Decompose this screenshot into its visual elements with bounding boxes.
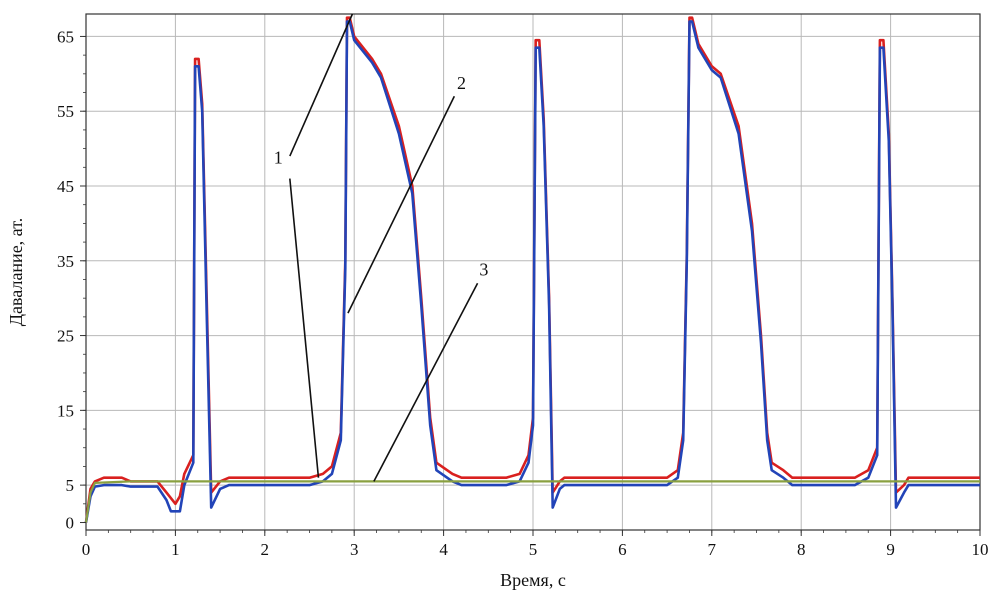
y-tick-label: 0 (66, 514, 75, 533)
y-tick-label: 65 (57, 27, 74, 46)
annotation-leader-line (289, 178, 320, 478)
annotation-leader-line (289, 13, 354, 157)
series-line-red (84, 16, 980, 523)
x-tick-label: 5 (529, 540, 538, 559)
x-tick-label: 8 (797, 540, 806, 559)
series-line-green (84, 480, 980, 523)
y-tick-label: 55 (57, 102, 74, 121)
x-tick-label: 3 (350, 540, 359, 559)
y-tick-label: 45 (57, 177, 74, 196)
series-line-blue (84, 20, 980, 523)
y-axis-title: Давалание, ат. (6, 218, 26, 326)
y-tick-label: 35 (57, 252, 74, 271)
annotation-label: 2 (457, 73, 466, 93)
x-tick-label: 2 (261, 540, 270, 559)
x-tick-label: 7 (708, 540, 717, 559)
x-tick-label: 4 (439, 540, 448, 559)
annotations: 1 2 3 (274, 13, 488, 482)
annotation-leader-line (347, 95, 456, 314)
x-axis-title: Время, с (500, 570, 566, 590)
y-tick-label: 15 (57, 401, 74, 420)
x-tick-label: 6 (618, 540, 627, 559)
x-tick-label: 1 (171, 540, 180, 559)
series-layer (84, 16, 980, 523)
annotation-label: 1 (274, 148, 283, 168)
x-tick-label: 0 (82, 540, 91, 559)
y-tick-label: 5 (66, 476, 75, 495)
annotation-label: 3 (479, 260, 488, 280)
y-tick-label: 25 (57, 327, 74, 346)
annotation-leader-line (373, 282, 479, 482)
x-tick-label: 9 (886, 540, 895, 559)
x-tick-label: 10 (972, 540, 989, 559)
